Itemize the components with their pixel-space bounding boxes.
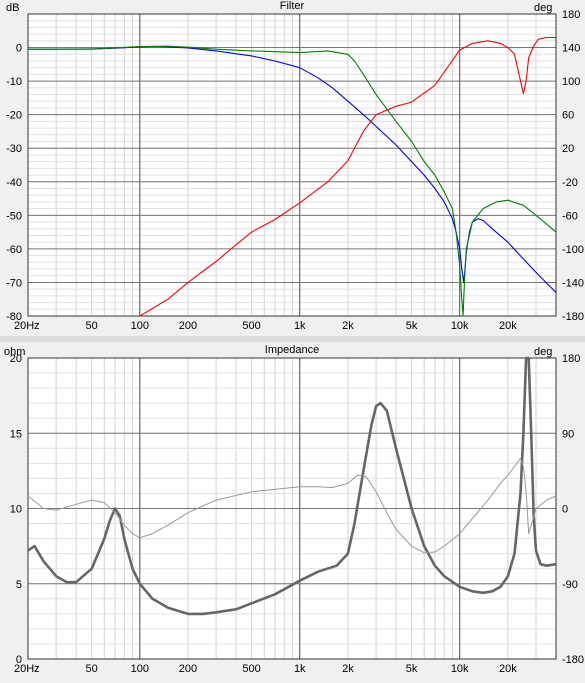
impedance-y-right-tick-label: 90 — [562, 428, 574, 440]
filter-y-right-tick-label: -20 — [562, 177, 578, 189]
impedance-series-1 — [27, 457, 557, 554]
filter-y-right-tick-label: 60 — [562, 110, 574, 122]
filter-x-tick-label: 500 — [242, 320, 260, 332]
impedance-y-right-tick-label: -90 — [562, 579, 578, 591]
filter-title: Filter — [280, 0, 305, 12]
filter-y-left-tick-label: -30 — [6, 143, 22, 155]
filter-x-tick-label: 50 — [86, 320, 98, 332]
filter-x-tick-label: 2k — [342, 320, 354, 332]
impedance-y-left-tick-label: 15 — [10, 428, 22, 440]
impedance-x-tick-label: 1k — [294, 663, 306, 675]
filter-y-right-tick-label: 180 — [562, 9, 580, 21]
filter-x-tick-label: 5k — [406, 320, 418, 332]
filter-x-tick-label: 20k — [499, 320, 517, 332]
impedance-y-right-tick-label: 0 — [562, 504, 568, 516]
impedance-y-left-unit: ohm — [4, 346, 25, 358]
filter-x-tick-label: 1k — [294, 320, 306, 332]
impedance-y-right-tick-label: 180 — [562, 353, 580, 365]
filter-y-right-tick-label: 20 — [562, 143, 574, 155]
filter-y-right-tick-label: -100 — [562, 244, 584, 256]
filter-y-left-unit: dB — [6, 2, 19, 14]
impedance-x-tick-label: 50 — [86, 663, 98, 675]
impedance-x-tick-label: 20Hz — [14, 663, 40, 675]
impedance-y-right-tick-label: -180 — [562, 654, 584, 666]
impedance-x-tick-label: 10k — [451, 663, 469, 675]
filter-y-right-tick-label: -140 — [562, 277, 584, 289]
filter-x-tick-label: 100 — [131, 320, 149, 332]
filter-y-left-tick-label: -50 — [6, 210, 22, 222]
impedance-y-left-tick-label: 10 — [10, 504, 22, 516]
filter-y-right-tick-label: 100 — [562, 76, 580, 88]
filter-series-2 — [139, 36, 556, 317]
filter-chart: 20Hz 50 100 200 500 1k 2k 5k 10k 20k 0 -10 -20 -30 -40… — [6, 0, 584, 332]
impedance-x-tick-label: 5k — [406, 663, 418, 675]
filter-y-left-tick-label: 0 — [16, 43, 22, 55]
filter-x-tick-label: 10k — [451, 320, 469, 332]
impedance-x-tick-label: 20k — [499, 663, 517, 675]
impedance-y-left-tick-label: 5 — [16, 579, 22, 591]
filter-y-left-tick-label: -80 — [6, 311, 22, 323]
impedance-y-left-tick-label: 0 — [16, 654, 22, 666]
filter-y-right-tick-label: -60 — [562, 210, 578, 222]
impedance-y-left-tick-label: 20 — [10, 353, 22, 365]
filter-series-0 — [28, 45, 557, 293]
impedance-title: Impedance — [265, 344, 319, 356]
filter-y-right-unit: deg — [534, 2, 552, 14]
impedance-x-tick-label: 2k — [342, 663, 354, 675]
filter-y-left-tick-label: -40 — [6, 177, 22, 189]
filter-y-left-tick-label: -20 — [6, 110, 22, 122]
impedance-x-tick-label: 100 — [131, 663, 149, 675]
impedance-chart: 20Hz 50 100 200 500 1k 2k 5k 10k 20k2015105018090… — [4, 344, 584, 675]
panel-separator — [0, 336, 585, 342]
impedance-series-0 — [27, 356, 557, 616]
impedance-y-right-unit: deg — [534, 346, 552, 358]
filter-y-left-tick-label: -60 — [6, 244, 22, 256]
filter-x-tick-label: 20Hz — [14, 320, 40, 332]
filter-y-left-tick-label: -10 — [6, 76, 22, 88]
filter-y-right-tick-label: -180 — [562, 311, 584, 323]
filter-y-left-tick-label: -70 — [6, 277, 22, 289]
filter-x-tick-label: 200 — [179, 320, 197, 332]
impedance-frame — [27, 357, 557, 660]
impedance-x-tick-label: 200 — [179, 663, 197, 675]
filter-y-right-tick-label: 140 — [562, 43, 580, 55]
impedance-x-tick-label: 500 — [242, 663, 260, 675]
filter-frame — [27, 13, 557, 317]
filter-series-1 — [28, 45, 557, 317]
